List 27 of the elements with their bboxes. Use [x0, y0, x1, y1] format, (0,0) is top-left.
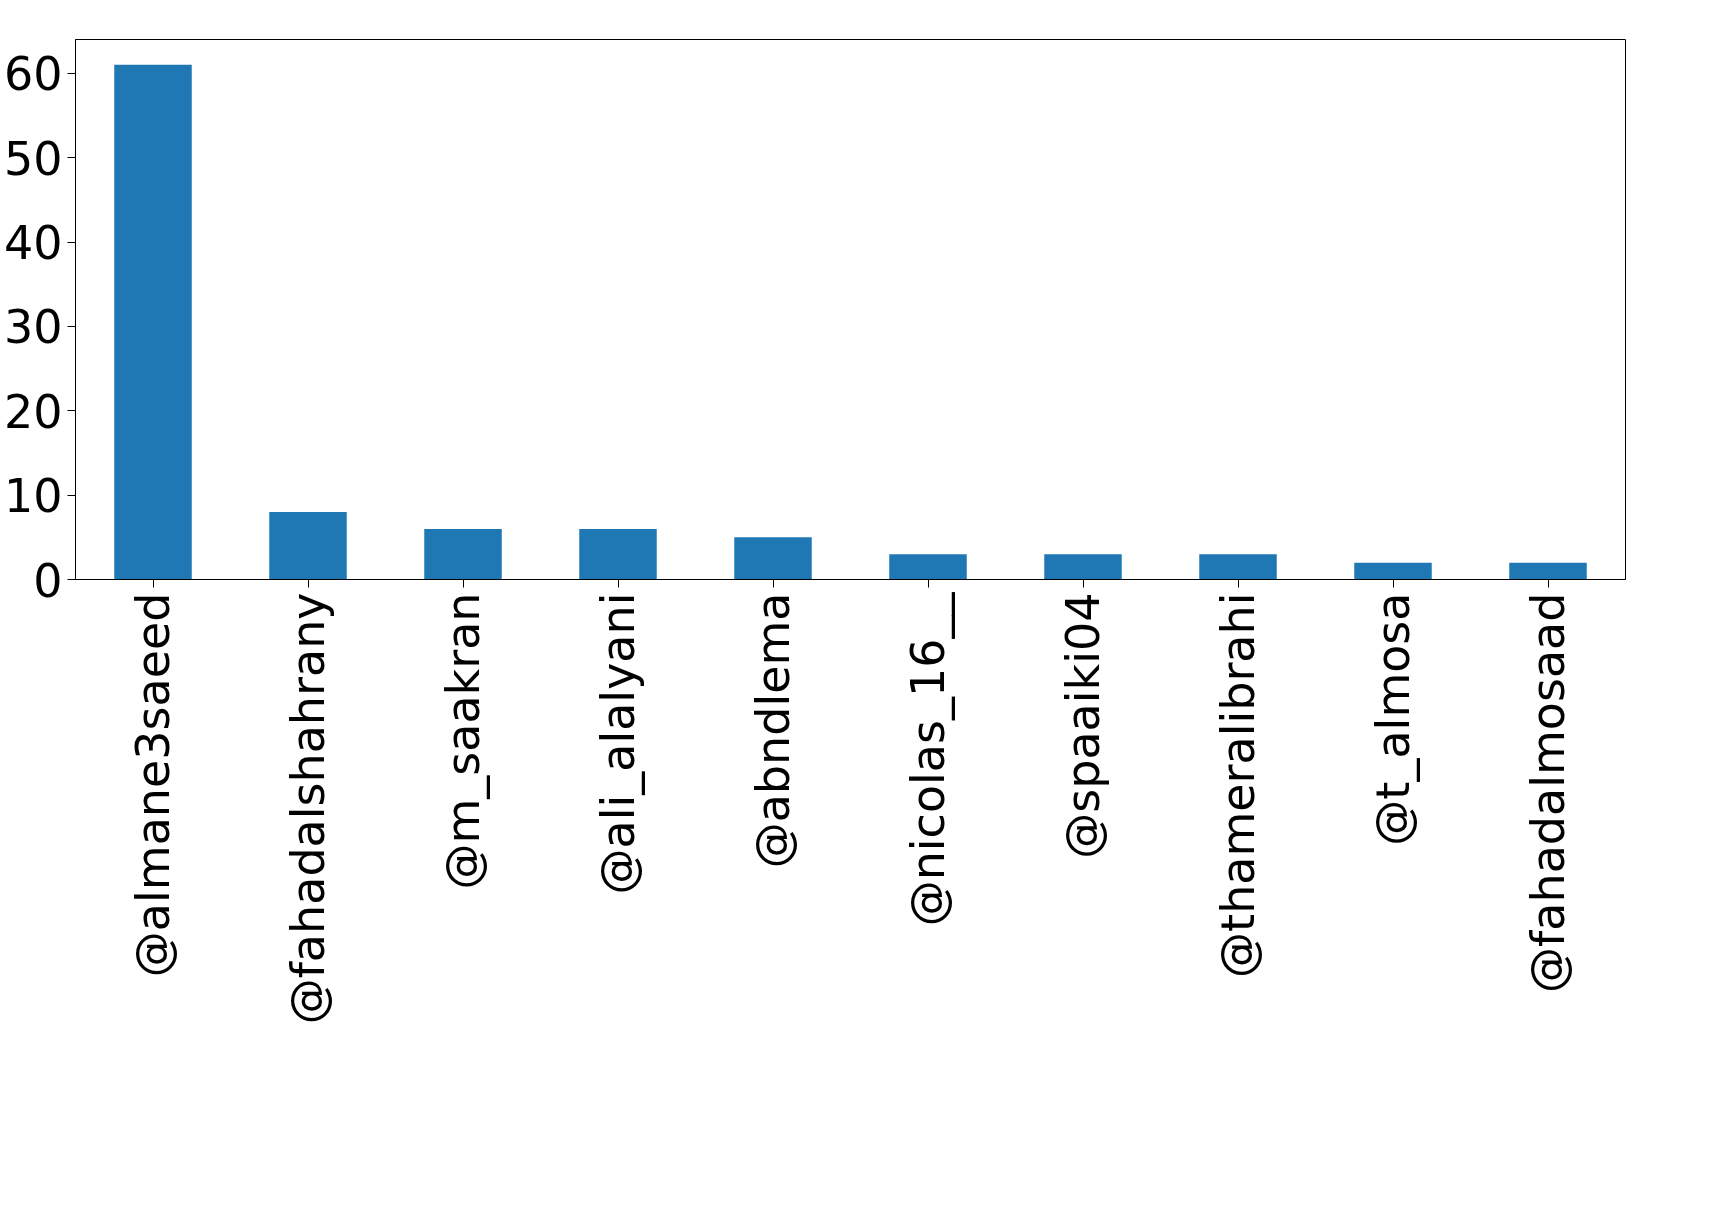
bar: [424, 528, 502, 580]
y-tick-label: 20: [3, 384, 63, 439]
bar: [1044, 554, 1122, 580]
x-tick-label: @abndlema: [746, 592, 800, 869]
y-tick-label: 50: [3, 131, 63, 186]
x-tick-label: @fahadalmosaad: [1521, 592, 1575, 993]
bar: [734, 537, 812, 580]
x-tick-label: @m_saakran: [436, 592, 490, 890]
y-tick-label: 60: [3, 47, 63, 102]
x-tick-label: @almane3saeed: [126, 592, 180, 978]
y-tick-label: 40: [3, 216, 63, 270]
bar: [889, 554, 967, 580]
bar: [579, 528, 657, 580]
bar: [269, 512, 347, 580]
bar: [1354, 562, 1432, 580]
x-tick-label: @ali_alalyani: [591, 592, 645, 895]
x-tick-label: @t_almosa: [1366, 592, 1420, 846]
x-tick-label: @nicolas_16__: [901, 591, 955, 927]
bar: [1199, 554, 1277, 580]
x-tick-label: @fahadalshahrany: [281, 592, 335, 1025]
x-tick-label: @thameralibrahi: [1211, 592, 1265, 978]
x-tick-label: @spaaiki04: [1056, 592, 1110, 859]
y-tick-label: 0: [33, 553, 63, 608]
bar: [1509, 562, 1587, 580]
y-tick-label: 10: [3, 469, 63, 524]
bar: [114, 64, 192, 580]
y-tick-label: 30: [3, 300, 63, 355]
